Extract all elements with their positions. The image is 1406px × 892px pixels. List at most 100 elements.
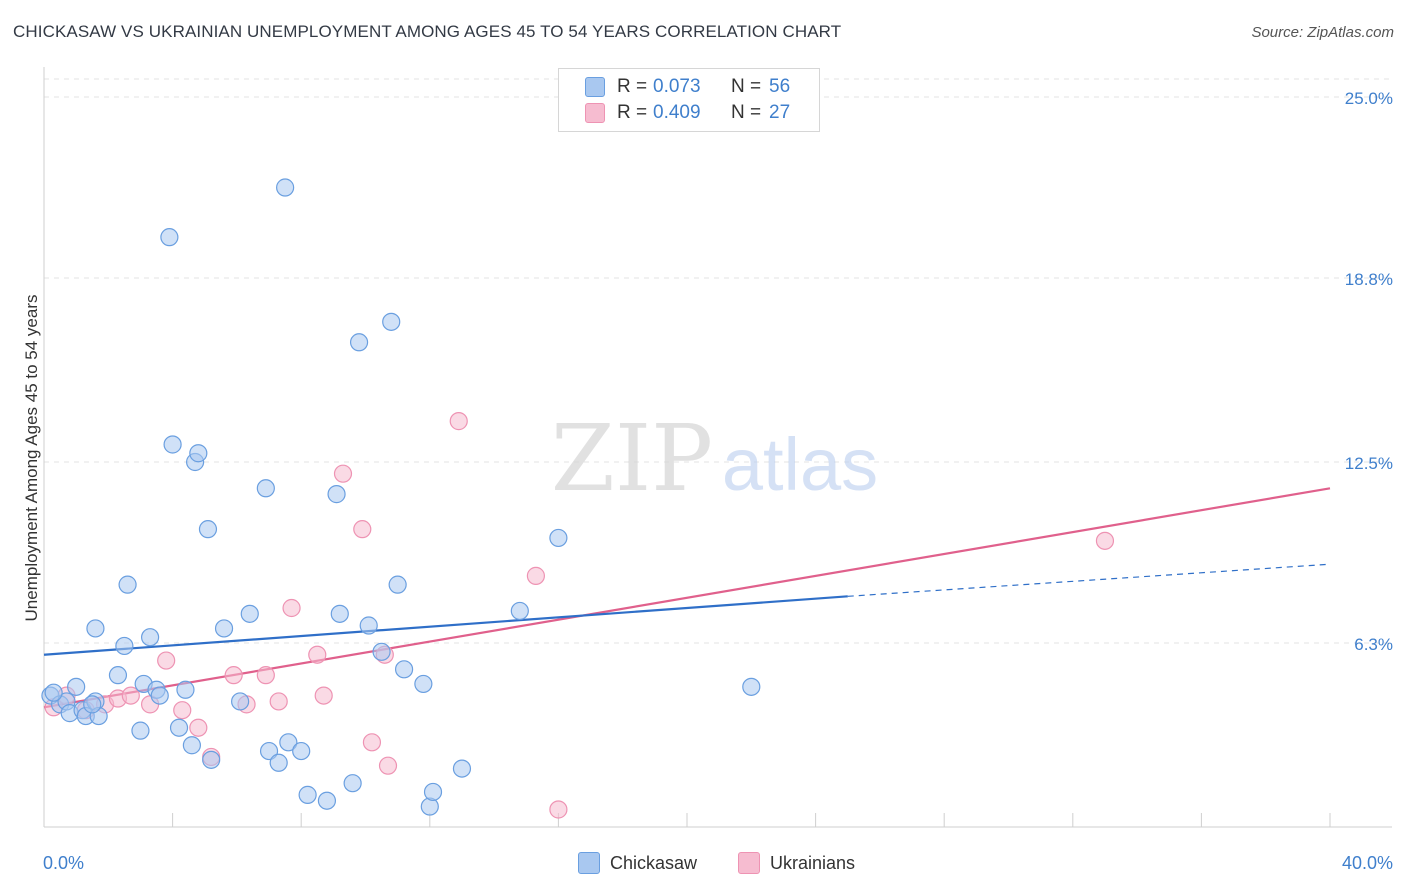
point-chickasaw [279, 733, 298, 752]
point-ukrainians [189, 718, 208, 737]
point-chickasaw [372, 642, 391, 661]
point-chickasaw [240, 604, 259, 623]
point-chickasaw [176, 680, 195, 699]
point-chickasaw [327, 485, 346, 504]
point-chickasaw [349, 333, 369, 352]
x-tick-labels: 0.0% 40.0% [43, 853, 1393, 873]
point-chickasaw [163, 435, 182, 454]
point-ukrainians [121, 686, 140, 705]
point-chickasaw [108, 666, 128, 685]
y-tick-label: 6.3% [1354, 635, 1393, 654]
point-chickasaw [169, 718, 189, 737]
bottom-legend-ukrainians: Ukrainians [738, 852, 855, 874]
bottom-legend-swatch-chickasaw [578, 852, 600, 874]
point-ukrainians [549, 800, 568, 819]
chart-title: CHICKASAW VS UKRAINIAN UNEMPLOYMENT AMON… [13, 22, 842, 41]
point-ukrainians [353, 520, 372, 539]
point-chickasaw [44, 683, 63, 702]
y-axis-label: Unemployment Among Ages 45 to 54 years [22, 295, 41, 622]
point-chickasaw [150, 686, 169, 705]
x-tick-label: 0.0% [43, 853, 84, 873]
legend-r-label: R = [617, 102, 648, 123]
point-ukrainians [314, 686, 333, 705]
y-tick-label: 25.0% [1345, 89, 1393, 108]
bottom-legend-chickasaw: Chickasaw [578, 852, 697, 874]
point-chickasaw [330, 604, 349, 623]
point-chickasaw [202, 750, 221, 769]
y-tick-label: 12.5% [1345, 454, 1393, 473]
legend-swatch-chickasaw [585, 77, 605, 97]
legend-n-value: 27 [769, 102, 791, 123]
legend-r-value: 0.409 [653, 102, 701, 123]
point-ukrainians [308, 645, 327, 664]
point-chickasaw [742, 677, 761, 696]
point-chickasaw [388, 575, 407, 594]
point-ukrainians [269, 692, 288, 711]
point-chickasaw [423, 782, 443, 802]
trend-line-chickasaw-extension [847, 563, 1331, 597]
point-chickasaw [256, 479, 275, 498]
point-ukrainians [333, 464, 353, 483]
data-points [41, 178, 1115, 819]
point-chickasaw [549, 528, 568, 548]
point-chickasaw [382, 312, 401, 331]
gridlines [44, 78, 1392, 644]
watermark-zip: ZIP [551, 405, 713, 512]
legend-n-value: 56 [769, 76, 791, 97]
point-chickasaw [86, 619, 105, 638]
point-chickasaw [343, 774, 362, 793]
point-chickasaw [131, 721, 150, 740]
point-chickasaw [394, 660, 414, 679]
watermark-atlas: atlas [722, 423, 878, 506]
legend-n-label: N = [731, 76, 762, 97]
point-chickasaw [198, 520, 218, 539]
legend-r-label: R = [617, 76, 648, 97]
point-chickasaw [359, 616, 378, 635]
y-tick-labels: 6.3% 12.5% 18.8% 25.0% [1345, 89, 1393, 654]
watermark: ZIP atlas [551, 405, 878, 512]
bottom-legend-label: Chickasaw [610, 852, 698, 873]
point-chickasaw [259, 741, 279, 761]
legend-row-chickasaw: R = 0.073 N = 56 [559, 74, 790, 100]
point-chickasaw [292, 741, 311, 761]
trend-line-chickasaw [43, 595, 848, 656]
legend-r-value: 0.073 [653, 76, 701, 97]
point-chickasaw [182, 736, 201, 755]
legend-swatch-ukrainians [585, 103, 605, 123]
x-tick-label: 40.0% [1342, 853, 1393, 873]
point-chickasaw [269, 753, 288, 772]
bottom-legend-label: Ukrainians [770, 852, 856, 873]
point-chickasaw [115, 636, 134, 656]
point-ukrainians [173, 701, 192, 720]
point-ukrainians [362, 733, 382, 752]
point-chickasaw [160, 228, 179, 247]
point-ukrainians [526, 566, 545, 585]
point-chickasaw [510, 601, 529, 621]
point-chickasaw [298, 785, 317, 804]
point-chickasaw [67, 677, 86, 696]
legend-row-ukrainians: R = 0.409 N = 27 [559, 100, 790, 126]
point-ukrainians [224, 666, 243, 685]
bottom-legend-swatch-ukrainians [738, 852, 760, 874]
legend: R = 0.073 N = 56 R = 0.409 N = 27 [558, 68, 820, 132]
point-chickasaw [317, 791, 337, 810]
point-ukrainians [1095, 531, 1115, 550]
point-chickasaw [276, 178, 295, 197]
y-tick-label: 18.8% [1345, 270, 1393, 289]
point-chickasaw [231, 692, 250, 711]
point-chickasaw [214, 619, 234, 638]
point-chickasaw [83, 695, 102, 714]
legend-n-label: N = [731, 102, 762, 123]
point-chickasaw [189, 444, 208, 463]
point-ukrainians [282, 598, 301, 618]
point-chickasaw [118, 575, 137, 594]
point-ukrainians [157, 651, 176, 670]
point-ukrainians [378, 756, 398, 775]
point-ukrainians [256, 666, 275, 685]
point-chickasaw [414, 674, 433, 694]
point-chickasaw [452, 759, 472, 778]
source-label: Source: ZipAtlas.com [1251, 24, 1394, 41]
point-chickasaw [140, 628, 160, 647]
point-ukrainians [449, 412, 468, 431]
